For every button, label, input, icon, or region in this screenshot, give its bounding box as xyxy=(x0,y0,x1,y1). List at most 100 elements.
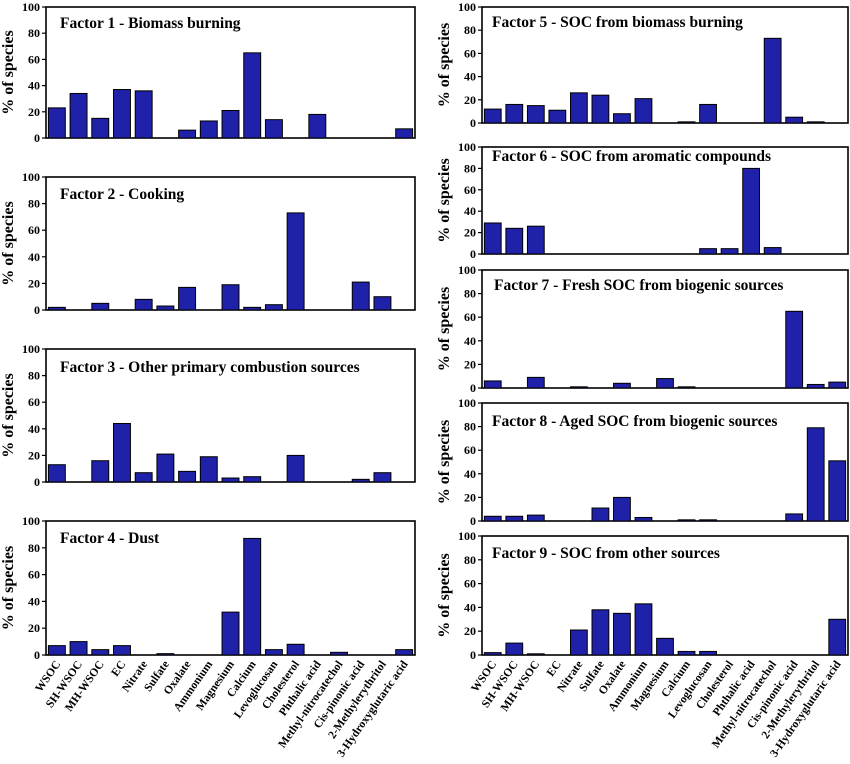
bar-wsoc xyxy=(483,515,502,522)
y-tick-label: 40 xyxy=(464,204,476,218)
bar-3-hydroxyglutaric-acid xyxy=(395,128,414,139)
bar-calcium xyxy=(677,121,696,124)
y-tick-label: 20 xyxy=(464,624,476,638)
y-tick-label: 100 xyxy=(22,514,40,528)
y-tick-label: 100 xyxy=(22,170,40,184)
bar-phthalic-acid xyxy=(742,167,761,255)
bar-nitrate xyxy=(569,386,588,389)
y-tick-label: 60 xyxy=(28,395,40,409)
bar-magnesium xyxy=(221,477,240,483)
bar-oxalate xyxy=(613,612,631,656)
bar-ammonium xyxy=(199,120,218,139)
bar-nitrate xyxy=(134,90,153,139)
panel-title: Factor 6 - SOC from aromatic compounds xyxy=(492,148,771,165)
bar-mh-wsoc xyxy=(526,376,545,389)
bar-wsoc xyxy=(47,306,66,311)
bar-cis-pinonic-acid xyxy=(785,513,804,522)
bar-methyl-nitrocatechol xyxy=(330,651,348,656)
panel-title: Factor 2 - Cooking xyxy=(60,186,184,203)
bar-ammonium xyxy=(634,98,653,124)
bar-mh-wsoc xyxy=(91,117,110,139)
bar-nitrate xyxy=(134,472,153,483)
bar-oxalate xyxy=(178,470,197,483)
y-tick-label: 0 xyxy=(34,131,40,145)
y-tick-label: 100 xyxy=(458,396,476,410)
bar-sh-wsoc xyxy=(505,515,524,522)
y-tick-label: 0 xyxy=(470,247,476,261)
bar-calcium xyxy=(677,386,696,389)
y-tick-label: 20 xyxy=(464,490,476,504)
bar-wsoc xyxy=(483,652,502,656)
bar-calcium xyxy=(677,519,696,522)
y-tick-label: 20 xyxy=(464,357,476,371)
bar-sulfate xyxy=(156,653,175,656)
y-tick-label: 40 xyxy=(464,600,476,614)
y-tick-label: 80 xyxy=(28,541,40,555)
y-tick-label: 60 xyxy=(464,183,476,197)
bar-sulfate xyxy=(156,453,175,483)
y-tick-label: 80 xyxy=(28,197,40,211)
bar-2-methylerythritol xyxy=(806,383,825,389)
y-tick-label: 60 xyxy=(464,46,476,60)
bar-calcium xyxy=(243,537,262,656)
bar-magnesium xyxy=(221,109,240,139)
bar-mh-wsoc xyxy=(91,649,110,656)
bar-mh-wsoc xyxy=(526,653,545,656)
y-tick-label: 80 xyxy=(464,553,476,567)
bar-levoglucosan xyxy=(264,304,283,311)
bar-nitrate xyxy=(569,629,588,656)
category-label: EC xyxy=(545,659,564,679)
y-axis-label: % of species xyxy=(0,30,17,114)
bar-mh-wsoc xyxy=(526,225,545,255)
bar-3-hydroxyglutaric-acid xyxy=(828,618,847,656)
bar-2-methylerythritol xyxy=(373,296,392,311)
bar-oxalate xyxy=(178,129,197,139)
y-tick-label: 40 xyxy=(28,422,40,436)
bar-levoglucosan xyxy=(699,248,717,255)
y-tick-label: 0 xyxy=(470,648,476,662)
y-tick-label: 80 xyxy=(464,23,476,37)
y-axis-label: % of species xyxy=(436,287,453,371)
panel-title: Factor 4 - Dust xyxy=(60,530,160,547)
bar-3-hydroxyglutaric-acid xyxy=(395,649,414,656)
bar-ammonium xyxy=(199,456,218,483)
y-tick-label: 80 xyxy=(28,26,40,40)
y-tick-label: 100 xyxy=(22,0,40,14)
bar-sulfate xyxy=(591,94,610,124)
bar-cholesterol xyxy=(286,454,305,483)
panel-title: Factor 8 - Aged SOC from biogenic source… xyxy=(492,413,777,430)
factor-panel-7: 0 20 40 60 80 100 % of species Factor 7 - Fresh… xyxy=(436,263,849,395)
factor-panel-3: 0 20 40 60 80 100 % of species Factor 3 - Other… xyxy=(0,342,416,489)
y-tick-label: 20 xyxy=(464,226,476,240)
bar-methyl-nitrocatechol xyxy=(763,247,782,255)
y-axis-label: % of species xyxy=(0,201,17,285)
bar-levoglucosan xyxy=(699,650,717,656)
y-tick-label: 0 xyxy=(470,381,476,395)
bar-wsoc xyxy=(483,380,502,389)
panel-title: Factor 3 - Other primary combustion sour… xyxy=(60,359,360,376)
y-tick-label: 0 xyxy=(34,475,40,489)
factor-panel-1: 0 20 40 60 80 100 % of species Factor 1 - Bioma… xyxy=(0,0,416,145)
y-tick-label: 0 xyxy=(470,116,476,130)
y-tick-label: 0 xyxy=(34,648,40,662)
factor-panel-2: 0 20 40 60 80 100 % of species Factor 2 - Cooki… xyxy=(0,170,416,317)
bar-wsoc xyxy=(483,108,502,124)
bar-sh-wsoc xyxy=(505,227,524,255)
plot-frame xyxy=(481,402,849,522)
y-tick-label: 80 xyxy=(464,420,476,434)
bar-oxalate xyxy=(613,113,631,124)
bar-oxalate xyxy=(613,382,631,389)
y-axis-label: % of species xyxy=(436,158,453,242)
panel-title: Factor 9 - SOC from other sources xyxy=(492,545,720,562)
y-axis-label: % of species xyxy=(436,553,453,637)
bar-mh-wsoc xyxy=(91,302,110,311)
bar-mh-wsoc xyxy=(526,514,545,522)
bar-2-methylerythritol xyxy=(806,427,825,522)
y-tick-label: 40 xyxy=(464,70,476,84)
bar-calcium xyxy=(243,52,262,139)
bar-wsoc xyxy=(47,464,66,483)
bar-cholesterol xyxy=(286,212,305,311)
bar-mh-wsoc xyxy=(91,460,110,483)
